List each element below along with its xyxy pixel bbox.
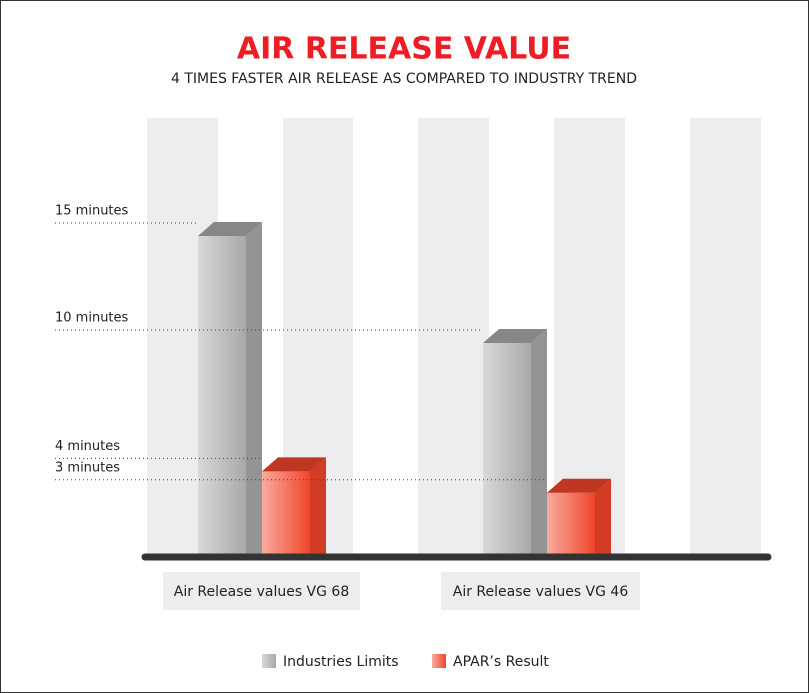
legend-label: Industries Limits <box>283 654 399 670</box>
bar-shine <box>198 236 246 557</box>
bar-top <box>262 457 326 472</box>
legend-swatch-shine <box>432 654 446 668</box>
bar-shine <box>483 343 531 557</box>
bar-side <box>531 329 547 557</box>
bar-side-shade <box>310 457 326 557</box>
bar-top <box>198 222 262 236</box>
value-label: 4 minutes <box>55 439 120 454</box>
bar-shine <box>547 492 595 557</box>
value-label: 3 minutes <box>55 460 120 475</box>
bar-side <box>310 457 326 557</box>
bar-top <box>547 478 611 493</box>
x-tick-label: Air Release values VG 46 <box>453 584 629 600</box>
bar-side-shade <box>531 329 547 557</box>
chart-subtitle: 4 TIMES FASTER AIR RELEASE AS COMPARED T… <box>171 71 637 87</box>
bar-shine <box>262 471 310 557</box>
bar-top-shade <box>547 478 611 493</box>
category-box <box>441 572 640 610</box>
bar-top <box>483 329 547 343</box>
chart-title: AIR RELEASE VALUE <box>237 32 571 67</box>
value-label: 10 minutes <box>55 311 129 326</box>
bar-side-shade <box>246 222 262 557</box>
bar-side <box>595 478 611 557</box>
category-box <box>163 572 360 610</box>
bar-side <box>246 222 262 557</box>
bar-top-shade <box>198 222 262 236</box>
background-stripes <box>147 118 761 557</box>
legend-label: APAR’s Result <box>453 654 549 670</box>
x-tick-label: Air Release values VG 68 <box>174 584 350 600</box>
value-label: 15 minutes <box>55 204 129 219</box>
legend-swatch-shine <box>262 654 276 668</box>
bar-top-shade <box>483 329 547 343</box>
bar-top-shade <box>262 457 326 472</box>
bar-side-shade <box>595 478 611 557</box>
